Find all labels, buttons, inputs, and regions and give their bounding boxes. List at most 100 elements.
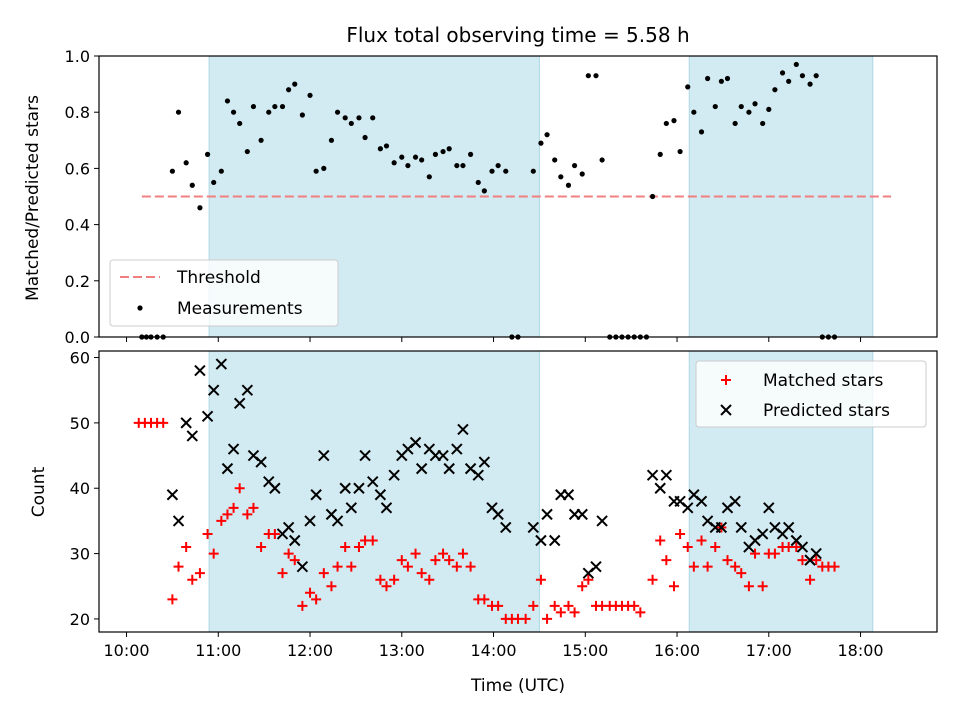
matched-point <box>661 555 672 566</box>
top-y-tick-label: 0.0 <box>65 328 90 347</box>
matched-point <box>577 581 588 592</box>
matched-point <box>569 607 580 618</box>
bottom-y-tick-label: 40 <box>70 479 90 498</box>
matched-point <box>367 535 378 546</box>
predicted-point <box>241 384 254 396</box>
predicted-point <box>735 521 747 534</box>
measurement-point <box>356 115 362 121</box>
matched-point <box>736 568 747 579</box>
bottom-y-tick-label: 20 <box>70 610 90 629</box>
measurement-point <box>348 120 354 127</box>
predicted-point <box>810 547 822 560</box>
measurement-point <box>183 160 189 166</box>
matched-point <box>277 568 288 579</box>
predicted-point <box>500 521 512 534</box>
predicted-point <box>654 482 666 494</box>
measurement-point <box>334 109 341 115</box>
predicted-point <box>415 462 428 475</box>
measurement-point <box>440 148 446 155</box>
matched-point <box>457 548 468 559</box>
matched-point <box>353 542 364 553</box>
matched-point <box>451 561 462 572</box>
matched-point <box>682 542 693 553</box>
legend-threshold-label: Threshold <box>176 268 261 288</box>
measurement-point <box>732 120 738 127</box>
measurement-point <box>481 188 487 194</box>
measurement-point <box>649 193 656 200</box>
matched-point <box>187 574 198 585</box>
matched-point <box>438 548 449 559</box>
predicted-point <box>233 397 246 409</box>
measurement-point <box>579 171 585 177</box>
matched-point <box>167 594 178 605</box>
bottom-y-tick-label: 60 <box>70 349 90 368</box>
measurement-point <box>412 154 419 160</box>
bottom-y-tick-label: 30 <box>70 545 90 564</box>
predicted-point <box>492 508 504 521</box>
top-y-tick-label: 0.4 <box>65 216 90 235</box>
matched-point <box>655 535 666 546</box>
bottom-legend-box <box>695 360 927 428</box>
measurement-point <box>495 162 501 169</box>
measurement-point <box>752 101 758 107</box>
measurement-point <box>503 168 509 174</box>
measurement-point <box>460 162 466 169</box>
predicted-point <box>451 443 463 455</box>
matched-point <box>805 574 816 585</box>
measurement-point <box>760 120 766 127</box>
measurement-point <box>813 73 819 79</box>
matched-point <box>535 574 546 585</box>
matched-point <box>424 574 435 585</box>
matched-point <box>542 613 553 624</box>
matched-point <box>410 548 421 559</box>
predicted-point <box>596 515 608 527</box>
measurement-point <box>313 168 319 174</box>
measurement-point <box>391 160 397 166</box>
measurement-point <box>218 168 224 174</box>
x-tick-label: 13:00 <box>379 641 425 660</box>
measurement-point <box>738 103 744 110</box>
matched-point <box>208 548 219 559</box>
matched-point <box>289 555 300 566</box>
x-tick-label: 16:00 <box>654 641 700 660</box>
measurement-point <box>169 168 176 174</box>
measurement-point <box>224 98 231 104</box>
matched-point <box>402 561 413 572</box>
measurement-point <box>204 151 211 157</box>
matched-point <box>635 607 646 618</box>
measurement-point <box>299 112 305 118</box>
matched-point <box>311 594 322 605</box>
measurement-point <box>565 182 572 188</box>
matched-point <box>829 561 840 572</box>
matched-point <box>675 528 686 539</box>
legend-predicted-label: Predicted stars <box>763 401 890 421</box>
matched-point <box>563 600 574 611</box>
top-y-tick-label: 1.0 <box>65 47 90 66</box>
matched-point <box>158 417 169 428</box>
measurement-point <box>552 157 558 163</box>
measurement-point <box>189 182 195 188</box>
matched-point <box>549 600 560 611</box>
predicted-point <box>682 502 694 514</box>
measurement-point <box>558 174 564 180</box>
measurement-point <box>772 87 778 93</box>
predicted-point <box>646 469 659 481</box>
matched-point <box>283 548 294 559</box>
predicted-point <box>255 456 267 468</box>
measurement-point <box>705 75 711 82</box>
matched-point <box>242 509 253 520</box>
predicted-point <box>548 534 561 547</box>
matched-point <box>465 561 476 572</box>
predicted-point <box>331 515 344 527</box>
matched-point <box>222 509 233 520</box>
predicted-point <box>388 469 400 481</box>
measurement-point <box>237 120 243 127</box>
predicted-point <box>310 489 322 501</box>
measurement-point <box>405 162 411 169</box>
matched-point <box>181 542 192 553</box>
measurement-point <box>250 103 257 110</box>
measurement-point <box>230 109 237 115</box>
top-panel: 0.0 0.2 0.4 0.6 0.8 1.0 Threshold Measurements <box>65 47 938 347</box>
measurement-point <box>244 148 250 155</box>
legend-predicted-swatch <box>720 404 732 416</box>
